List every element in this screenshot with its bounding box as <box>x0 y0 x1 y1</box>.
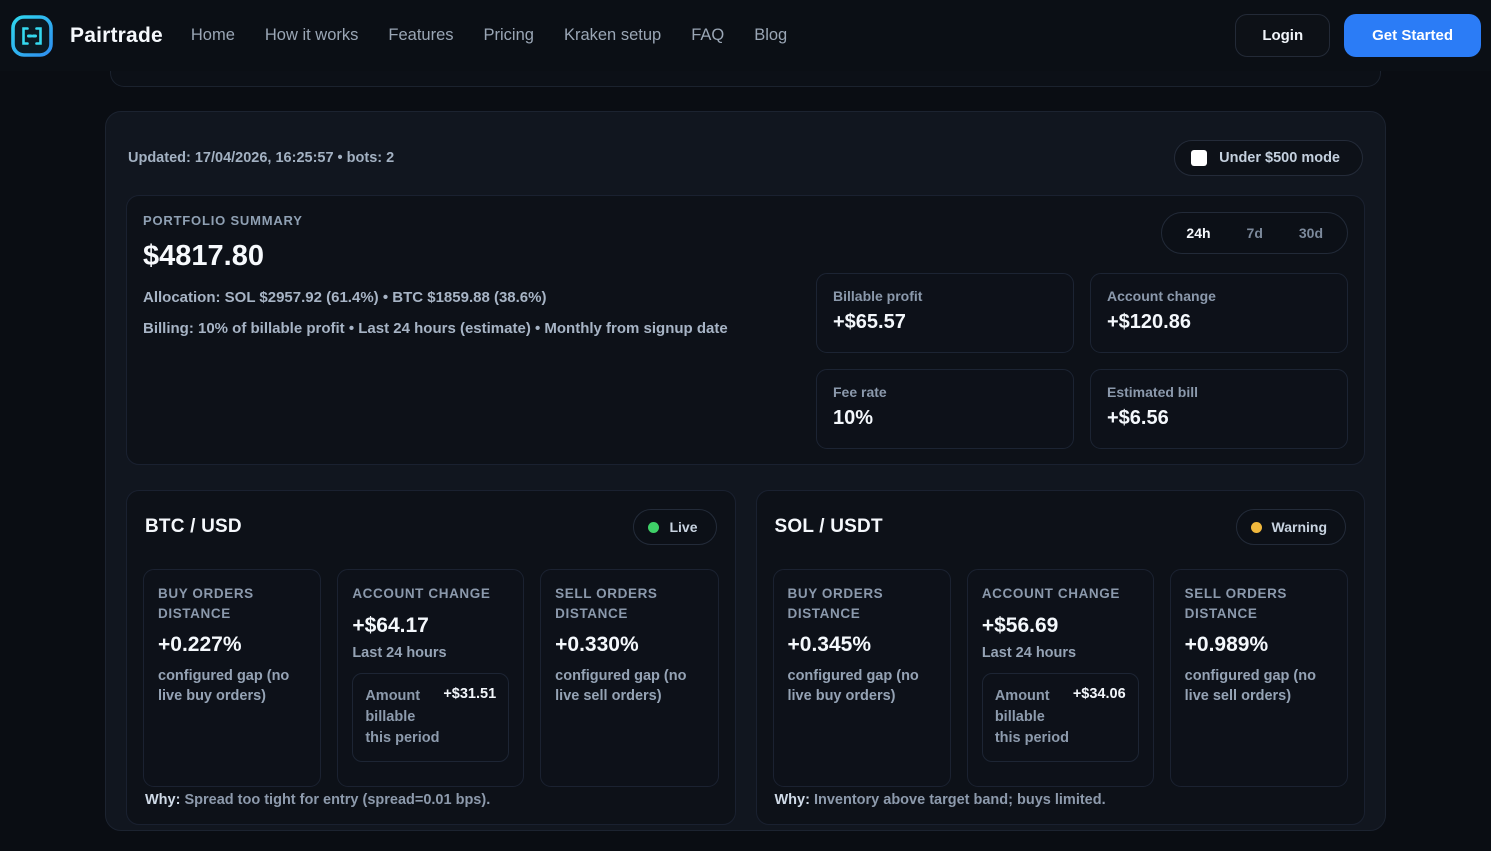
sell-orders-distance-box: SELL ORDERS DISTANCE +0.330% configured … <box>540 569 719 787</box>
pair-card-btc-usd: BTC / USD Live BUY ORDERS DISTANCE +0.22… <box>126 490 736 825</box>
under-500-label: Under $500 mode <box>1219 150 1340 166</box>
portfolio-summary-title: PORTFOLIO SUMMARY <box>143 213 303 228</box>
why-label: Why: <box>145 792 185 808</box>
stat-value: 10% <box>833 407 874 429</box>
portfolio-summary-card: PORTFOLIO SUMMARY $4817.80 Allocation: S… <box>126 195 1365 465</box>
allocation-line: Allocation: SOL $2957.92 (61.4%) • BTC $… <box>143 289 547 306</box>
stat-label: Billable profit <box>833 288 923 304</box>
why-explanation: Why: Inventory above target band; buys l… <box>773 790 1349 808</box>
account-change-box: ACCOUNT CHANGE +$64.17 Last 24 hours Amo… <box>337 569 525 787</box>
range-24h-button[interactable]: 24h <box>1186 225 1211 241</box>
pairtrade-logo-icon[interactable] <box>10 14 54 58</box>
buy-orders-distance-box: BUY ORDERS DISTANCE +0.345% configured g… <box>772 569 951 787</box>
under-500-checkbox[interactable] <box>1191 150 1208 166</box>
why-text: Inventory above target band; buys limite… <box>813 792 1106 808</box>
metric-label: SELL ORDERS DISTANCE <box>1184 586 1288 621</box>
nav-link-features[interactable]: Features <box>388 26 454 44</box>
sell-orders-distance-box: SELL ORDERS DISTANCE +0.989% configured … <box>1169 569 1348 787</box>
amount-billable-box: Amount billable this period +$31.51 <box>352 672 510 762</box>
metric-value: +0.345% <box>787 633 872 657</box>
stat-label: Estimated bill <box>1107 384 1199 400</box>
amount-billable-label: Amount billable this period <box>994 687 1069 746</box>
pair-title: BTC / USD <box>145 516 242 537</box>
metric-label: BUY ORDERS DISTANCE <box>787 586 884 621</box>
nav-link-blog[interactable]: Blog <box>754 26 788 44</box>
metric-label: SELL ORDERS DISTANCE <box>555 586 658 621</box>
stat-value: +$120.86 <box>1107 311 1191 333</box>
amount-billable-box: Amount billable this period +$34.06 <box>981 672 1139 762</box>
metric-value: +$56.69 <box>981 613 1059 637</box>
updated-status-text: Updated: 17/04/2026, 16:25:57 • bots: 2 <box>128 150 395 166</box>
stat-value: +$6.56 <box>1107 407 1169 429</box>
metric-desc: configured gap (no live buy orders) <box>158 668 290 705</box>
metric-value: +$64.17 <box>352 613 429 637</box>
metric-desc: configured gap (no live sell orders) <box>555 668 687 705</box>
range-7d-button[interactable]: 7d <box>1246 225 1263 241</box>
get-started-button[interactable]: Get Started <box>1344 14 1481 57</box>
portfolio-total-value: $4817.80 <box>143 240 264 272</box>
under-500-mode-toggle[interactable]: Under $500 mode <box>1174 140 1363 176</box>
stat-value: +$65.57 <box>833 311 906 333</box>
amount-billable-value: +$34.06 <box>1072 685 1126 702</box>
stat-account-change: Account change +$120.86 <box>1090 273 1348 353</box>
billing-line: Billing: 10% of billable profit • Last 2… <box>143 320 728 337</box>
metric-value: +0.227% <box>158 633 242 657</box>
nav-link-pricing[interactable]: Pricing <box>483 26 534 44</box>
previous-card-remnant <box>110 71 1381 87</box>
pair-title: SOL / USDT <box>774 516 883 537</box>
status-label: Warning <box>1271 519 1327 535</box>
stat-fee-rate: Fee rate 10% <box>816 369 1074 449</box>
dashboard-panel: Updated: 17/04/2026, 16:25:57 • bots: 2 … <box>105 111 1386 831</box>
why-explanation: Why: Spread too tight for entry (spread=… <box>143 790 719 808</box>
panel-header: Updated: 17/04/2026, 16:25:57 • bots: 2 … <box>126 140 1365 176</box>
pair-header: SOL / USDT Warning <box>773 509 1349 545</box>
nav-link-home[interactable]: Home <box>190 26 235 44</box>
live-dot-icon <box>648 521 660 533</box>
nav-links: Home How it works Features Pricing Krake… <box>191 26 787 45</box>
time-range-selector: 24h 7d 30d <box>1161 212 1348 254</box>
stat-estimated-bill: Estimated bill +$6.56 <box>1090 369 1348 449</box>
metric-value: +0.989% <box>1184 633 1269 657</box>
buy-orders-distance-box: BUY ORDERS DISTANCE +0.227% configured g… <box>143 569 322 787</box>
pairs-row: BTC / USD Live BUY ORDERS DISTANCE +0.22… <box>126 490 1365 825</box>
nav-link-kraken-setup[interactable]: Kraken setup <box>563 26 662 44</box>
warning-dot-icon <box>1250 521 1262 533</box>
stat-label: Fee rate <box>833 384 887 400</box>
portfolio-summary-stats: 24h 7d 30d Billable profit +$65.57 Accou… <box>816 212 1348 449</box>
nav-link-faq[interactable]: FAQ <box>691 26 725 44</box>
account-change-box: ACCOUNT CHANGE +$56.69 Last 24 hours Amo… <box>966 569 1154 787</box>
portfolio-summary-info: PORTFOLIO SUMMARY $4817.80 Allocation: S… <box>143 212 816 448</box>
metric-label: ACCOUNT CHANGE <box>981 586 1120 601</box>
metric-period: Last 24 hours <box>981 644 1077 661</box>
metric-label: BUY ORDERS DISTANCE <box>158 586 254 621</box>
status-label: Live <box>669 519 698 535</box>
amount-billable-label: Amount billable this period <box>365 687 440 746</box>
metric-label: ACCOUNT CHANGE <box>352 586 491 601</box>
pair-metrics-row: BUY ORDERS DISTANCE +0.345% configured g… <box>772 569 1348 787</box>
nav-link-how-it-works[interactable]: How it works <box>264 26 359 44</box>
metric-period: Last 24 hours <box>352 644 447 661</box>
range-30d-button[interactable]: 30d <box>1298 225 1323 241</box>
metric-desc: configured gap (no live buy orders) <box>787 668 919 705</box>
metric-value: +0.330% <box>555 633 639 657</box>
top-nav: Pairtrade Home How it works Features Pri… <box>0 0 1491 71</box>
amount-billable-value: +$31.51 <box>443 685 497 702</box>
status-badge-warning: Warning <box>1235 509 1346 545</box>
status-badge-live: Live <box>633 509 717 545</box>
pair-header: BTC / USD Live <box>143 509 719 545</box>
brand-name[interactable]: Pairtrade <box>70 23 163 47</box>
stat-billable-profit: Billable profit +$65.57 <box>816 273 1074 353</box>
stat-label: Account change <box>1107 288 1216 304</box>
pair-metrics-row: BUY ORDERS DISTANCE +0.227% configured g… <box>143 569 719 787</box>
why-text: Spread too tight for entry (spread=0.01 … <box>184 792 491 808</box>
login-button[interactable]: Login <box>1235 14 1331 57</box>
why-label: Why: <box>774 792 814 808</box>
pair-card-sol-usdt: SOL / USDT Warning BUY ORDERS DISTANCE +… <box>755 490 1365 825</box>
stats-grid: Billable profit +$65.57 Account change +… <box>816 273 1348 449</box>
metric-desc: configured gap (no live sell orders) <box>1184 668 1316 705</box>
